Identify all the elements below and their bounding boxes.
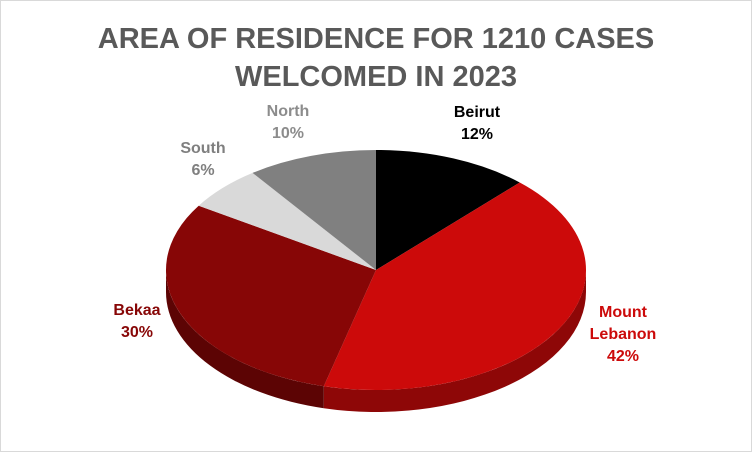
slice-3 xyxy=(198,172,376,270)
slice-side-1 xyxy=(323,270,586,412)
label-mount-lebanon-name-line1: Mount xyxy=(599,304,647,321)
label-south: South 6% xyxy=(158,138,248,182)
label-mount-lebanon-value: 42% xyxy=(606,348,640,365)
label-south-name: South xyxy=(180,140,226,157)
slice-0 xyxy=(376,150,520,270)
label-bekaa-name: Bekaa xyxy=(113,302,161,319)
label-north: North 10% xyxy=(243,101,333,145)
label-mount-lebanon-name-line2: Lebanon xyxy=(589,326,657,343)
label-bekaa: Bekaa 30% xyxy=(92,300,182,344)
label-bekaa-value: 30% xyxy=(120,324,154,341)
slice-1 xyxy=(323,182,587,390)
label-beirut-name: Beirut xyxy=(453,104,501,121)
slice-2 xyxy=(165,205,376,387)
label-mount-lebanon: Mount Lebanon 42% xyxy=(568,302,678,368)
label-north-name: North xyxy=(266,103,310,120)
label-beirut: Beirut 12% xyxy=(432,102,522,146)
slice-4 xyxy=(252,150,376,270)
chart-title-line-1: AREA OF RESIDENCE FOR 1210 CASES xyxy=(97,23,655,55)
label-beirut-value: 12% xyxy=(460,126,494,143)
slice-side-2 xyxy=(166,270,324,409)
chart-title-line-2: WELCOMED IN 2023 xyxy=(235,61,517,93)
chart-title: AREA OF RESIDENCE FOR 1210 CASES WELCOME… xyxy=(0,20,752,96)
label-south-value: 6% xyxy=(191,162,215,179)
label-north-value: 10% xyxy=(271,125,305,142)
